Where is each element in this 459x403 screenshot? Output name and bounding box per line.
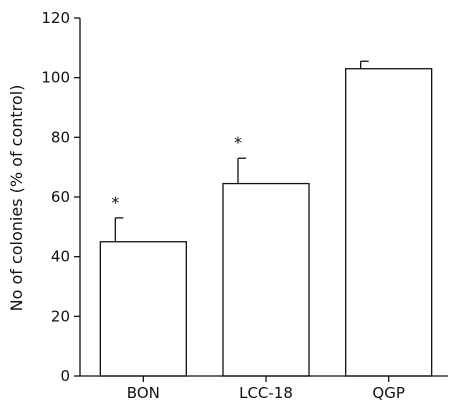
y-tick-label: 80	[51, 128, 70, 146]
y-axis-label: No of colonies (% of control)	[7, 85, 26, 312]
x-tick-label: QGP	[372, 384, 404, 402]
bar-bon	[99, 241, 187, 377]
y-tick-label: 40	[51, 248, 70, 266]
x-tick-label: LCC-18	[239, 384, 293, 402]
bar-qgp	[345, 68, 433, 377]
significance-marker: *	[234, 133, 242, 152]
bar-lcc-18	[222, 182, 310, 377]
significance-marker: *	[111, 193, 119, 212]
y-axis: 0 20 40 60 80 100 120	[41, 9, 80, 385]
bars: **	[99, 60, 433, 377]
y-tick-label: 100	[41, 69, 70, 87]
y-tick-label: 60	[51, 188, 70, 206]
x-axis: BON LCC-18 QGP	[127, 376, 405, 402]
x-tick-label: BON	[127, 384, 160, 402]
y-tick-label: 20	[51, 307, 70, 325]
y-tick-label: 120	[41, 9, 70, 27]
y-tick-label: 0	[60, 367, 70, 385]
